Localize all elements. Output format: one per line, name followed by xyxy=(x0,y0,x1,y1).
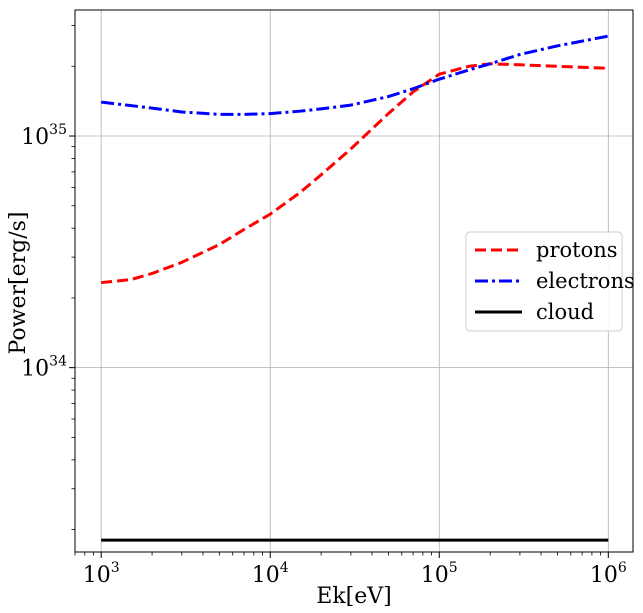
y-tick-label-0: 1034 xyxy=(21,354,67,382)
legend-label-protons: protons xyxy=(536,238,618,262)
legend-box xyxy=(465,231,623,332)
legend-label-electrons: electrons xyxy=(536,269,635,293)
x-tick-label-0: 103 xyxy=(83,560,120,588)
x-axis-label: Ek[eV] xyxy=(316,584,391,609)
y-tick-label-1: 1035 xyxy=(21,122,67,150)
x-tick-label-2: 105 xyxy=(421,560,458,588)
x-tick-label-3: 106 xyxy=(590,560,627,588)
tick-layer: 103 104 105 106 1034 1035 xyxy=(21,25,627,588)
legend: protons electrons cloud xyxy=(465,231,635,332)
y-axis-label: Power[erg/s] xyxy=(6,211,31,354)
series-line-electrons xyxy=(101,34,609,116)
x-tick-label-1: 104 xyxy=(252,560,289,588)
series-layer xyxy=(101,34,609,542)
grid-layer xyxy=(75,10,633,552)
legend-label-cloud: cloud xyxy=(536,300,594,324)
plot-frame xyxy=(74,9,634,553)
